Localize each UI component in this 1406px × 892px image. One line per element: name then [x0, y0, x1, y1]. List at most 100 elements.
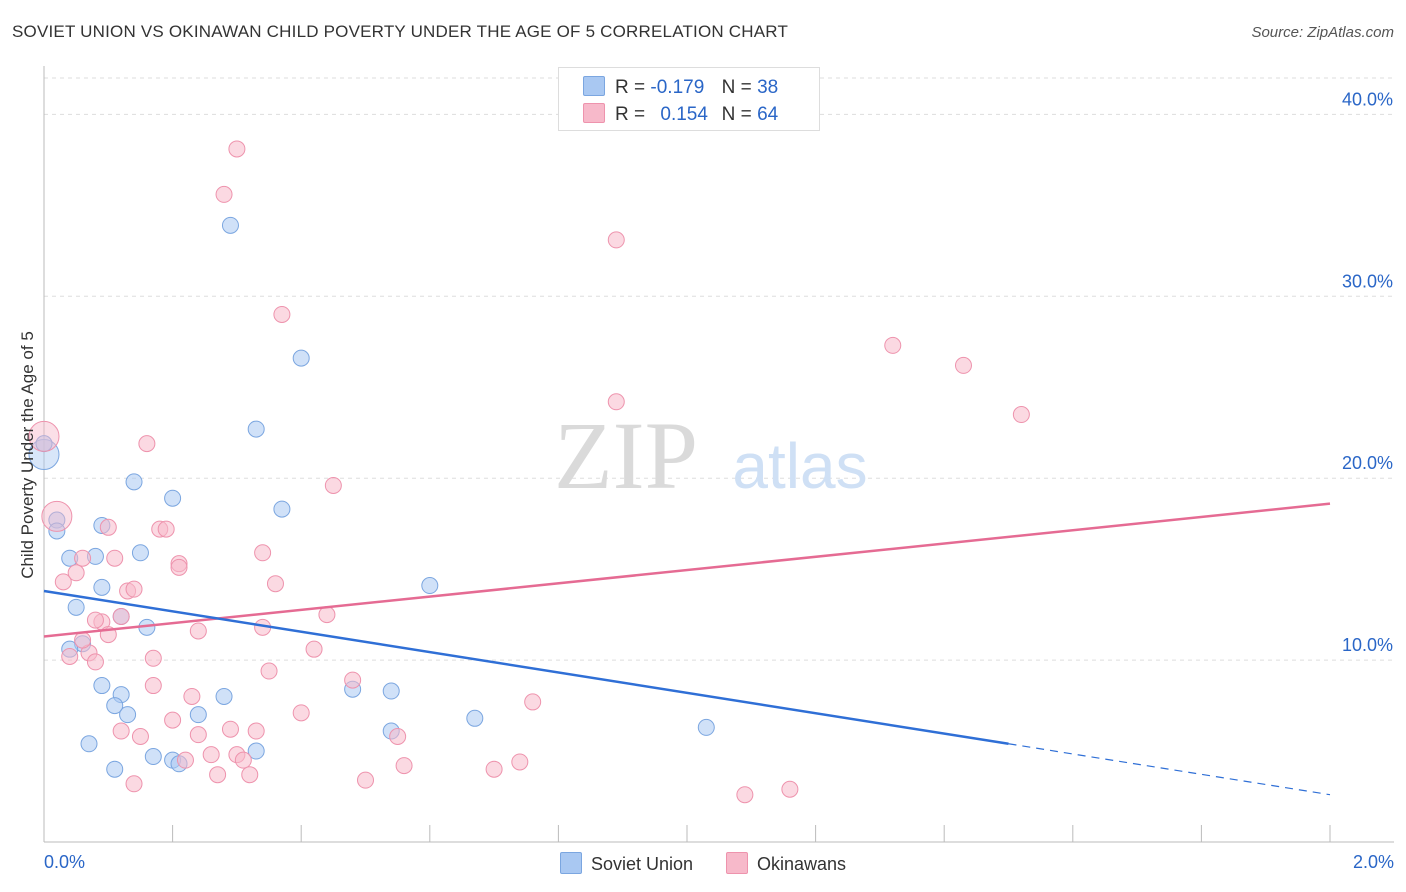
- data-point: [74, 549, 92, 567]
- data-point: [247, 420, 265, 438]
- data-point: [234, 751, 252, 769]
- data-point: [382, 682, 400, 700]
- data-point: [61, 647, 79, 665]
- data-point: [228, 140, 246, 158]
- data-point: [125, 580, 143, 598]
- data-point: [189, 726, 207, 744]
- data-point: [485, 760, 503, 778]
- data-point: [80, 735, 98, 753]
- data-point: [273, 500, 291, 518]
- data-point: [144, 748, 162, 766]
- data-point: [292, 704, 310, 722]
- data-point: [67, 564, 85, 582]
- data-point: [170, 558, 188, 576]
- y-tick-labels: 10.0% 20.0% 30.0% 40.0%: [1342, 89, 1393, 655]
- okinawans-trend-line: [43, 502, 1331, 638]
- data-point: [202, 746, 220, 764]
- y-tick-label: 10.0%: [1342, 635, 1393, 655]
- data-point: [144, 649, 162, 667]
- data-point: [884, 336, 902, 354]
- legend-r-value: -0.179: [650, 77, 705, 98]
- data-point: [344, 671, 362, 689]
- legend-swatch-blue: [583, 76, 605, 96]
- series-legend-item-soviet-union: Soviet Union: [559, 852, 693, 875]
- data-point: [247, 722, 265, 740]
- x-tick-label-max: 2.0%: [1352, 852, 1394, 872]
- data-point: [131, 727, 149, 745]
- data-point: [86, 611, 104, 629]
- data-point: [254, 544, 272, 562]
- legend-r-value: 0.154: [660, 104, 708, 125]
- data-point: [215, 185, 233, 203]
- source-label: Source: ZipAtlas.com: [1251, 24, 1394, 41]
- data-point: [324, 476, 342, 494]
- series-name: Okinawans: [757, 854, 847, 874]
- data-point: [954, 356, 972, 374]
- series-swatch-pink: [726, 852, 749, 874]
- series-legend-item-okinawans: Okinawans: [726, 852, 846, 875]
- scatter-points: [28, 140, 1030, 804]
- data-point: [736, 786, 754, 804]
- correlation-legend: R = -0.179 N = 38 R = 0.154 N = 64: [558, 67, 820, 131]
- data-point: [125, 775, 143, 793]
- data-point: [54, 573, 72, 591]
- legend-row-okinawans: R = 0.154 N = 64: [583, 103, 778, 127]
- data-point: [86, 653, 104, 671]
- data-point: [305, 640, 323, 658]
- data-point: [607, 393, 625, 411]
- data-point: [215, 687, 233, 705]
- data-point: [41, 500, 73, 532]
- data-point: [28, 420, 60, 452]
- series-legend: Soviet Union Okinawans: [0, 852, 1406, 875]
- data-point: [106, 760, 124, 778]
- data-point: [511, 753, 529, 771]
- data-point: [607, 231, 625, 249]
- data-point: [74, 631, 92, 649]
- data-point: [781, 780, 799, 798]
- series-swatch-blue: [559, 852, 582, 874]
- data-point: [164, 489, 182, 507]
- data-point: [395, 757, 413, 775]
- data-point: [260, 662, 278, 680]
- data-point: [106, 697, 124, 715]
- data-point: [112, 607, 130, 625]
- data-point: [292, 349, 310, 367]
- data-point: [273, 305, 291, 323]
- data-point: [241, 766, 259, 784]
- data-point: [524, 693, 542, 711]
- data-point: [125, 473, 143, 491]
- y-axis-label: Child Poverty Under the Age of 5: [18, 331, 37, 579]
- data-point: [247, 742, 265, 760]
- data-point: [144, 677, 162, 695]
- data-point: [183, 687, 201, 705]
- legend-n-value: 64: [757, 104, 779, 125]
- data-point: [119, 706, 137, 724]
- data-point: [357, 771, 374, 789]
- axes: [43, 66, 1394, 843]
- data-point: [421, 577, 439, 595]
- soviet-union-trend-line: [43, 589, 1009, 746]
- data-point: [266, 575, 284, 593]
- legend-n-label: N =: [721, 77, 752, 98]
- data-point: [1012, 406, 1030, 424]
- data-point: [164, 711, 182, 729]
- data-point: [99, 518, 117, 536]
- data-point: [466, 709, 484, 727]
- data-point: [112, 722, 130, 740]
- data-point: [189, 622, 207, 640]
- data-point: [221, 216, 239, 234]
- x-tick-label-min: 0.0%: [44, 852, 86, 872]
- data-point: [209, 766, 227, 784]
- soviet-union-trend-extension: [1008, 743, 1331, 796]
- legend-swatch-pink: [583, 103, 605, 123]
- data-point: [697, 718, 715, 736]
- trend-lines: [43, 502, 1331, 796]
- data-point: [138, 435, 156, 453]
- watermark-zip: ZIP: [554, 402, 698, 509]
- data-point: [221, 720, 239, 738]
- legend-r-label: R =: [615, 104, 646, 125]
- data-point: [389, 727, 407, 745]
- y-tick-label: 20.0%: [1342, 453, 1393, 473]
- watermark-atlas: atlas: [732, 430, 867, 502]
